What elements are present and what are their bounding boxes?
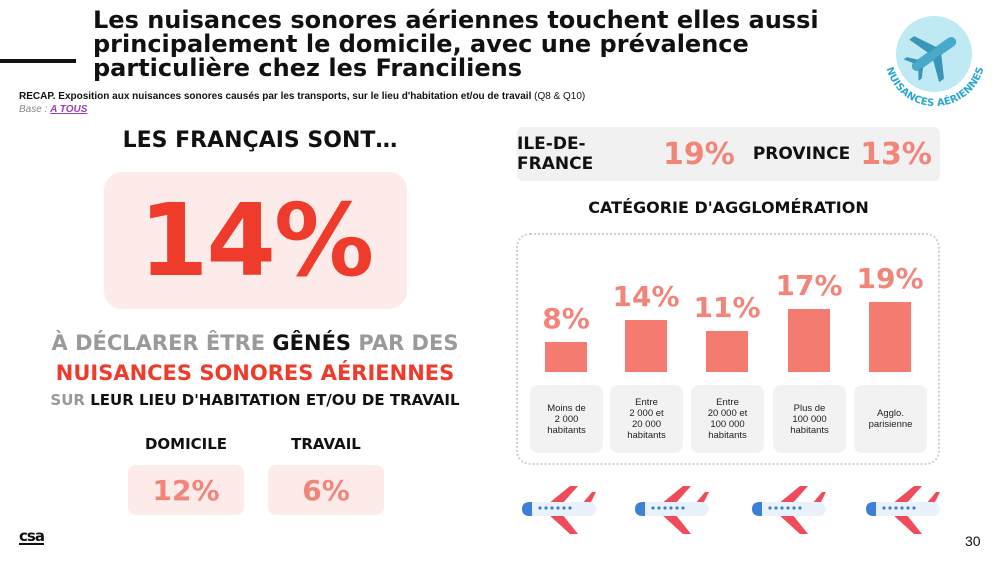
title-accent-bar <box>0 59 76 63</box>
statement-line-1: À DÉCLARER ÊTRE GÊNÉS PAR DES <box>20 331 490 355</box>
base-link[interactable]: A TOUS <box>50 104 88 115</box>
statement-1a: À DÉCLARER ÊTRE <box>51 331 266 355</box>
chart-bar <box>788 309 830 372</box>
agglo-chart-frame <box>516 233 940 465</box>
province-label: PROVINCE <box>752 144 851 164</box>
domicile-value: 12% <box>128 465 244 515</box>
page-title: Les nuisances sonores aériennes touchent… <box>93 6 819 82</box>
chart-value-label: 19% <box>856 262 924 295</box>
chart-value-label: 8% <box>542 302 590 335</box>
idf-value: 19% <box>663 136 735 172</box>
chart-value-label: 11% <box>693 291 761 324</box>
main-stat-value: 14% <box>138 182 374 299</box>
travail-label: TRAVAIL <box>291 435 361 453</box>
idf-label: ILE-DE-FRANCE <box>517 134 594 174</box>
nuisances-aeriennes-badge: NUISANCES AÉRIENNES <box>884 16 986 109</box>
subtitle: RECAP. Exposition aux nuisances sonores … <box>19 91 585 102</box>
page-number: 30 <box>965 533 981 549</box>
domicile-label: DOMICILE <box>144 435 228 453</box>
chart-value-label: 14% <box>612 280 680 313</box>
chart-bar <box>869 302 911 372</box>
travail-value: 6% <box>268 465 384 515</box>
section-heading: LES FRANÇAIS SONT… <box>122 128 398 153</box>
main-stat-box: 14% <box>104 172 407 309</box>
subtitle-text: RECAP. Exposition aux nuisances sonores … <box>19 91 532 102</box>
subtitle-ref: (Q8 & Q10) <box>534 91 586 102</box>
chart-category-label: Moins de 2 000 habitants <box>530 385 603 453</box>
chart-bar <box>706 331 748 372</box>
csa-logo: csa <box>19 527 45 545</box>
statement-1c: PAR DES <box>358 331 459 355</box>
statement-line-2: NUISANCES SONORES AÉRIENNES <box>55 361 455 385</box>
airplane-icon <box>635 486 709 534</box>
region-box: ILE-DE-FRANCE 19% PROVINCE 13% <box>517 127 940 181</box>
statement-1b: GÊNÉS <box>272 331 352 355</box>
airplane-icon <box>522 486 596 534</box>
statement-3b: LEUR LIEU D'HABITATION ET/OU DE TRAVAIL <box>90 391 460 409</box>
chart-bar <box>545 342 587 372</box>
airplane-icon <box>752 486 826 534</box>
agglo-title: CATÉGORIE D'AGGLOMÉRATION <box>588 198 869 217</box>
base-label: Base : <box>19 104 48 115</box>
airplane-icon <box>903 36 957 83</box>
chart-category-label: Agglo. parisienne <box>854 385 927 453</box>
chart-bar <box>625 320 667 372</box>
chart-category-label: Entre 2 000 et 20 000 habitants <box>610 385 683 453</box>
base-line: Base : A TOUS <box>19 104 87 115</box>
province-value: 13% <box>860 136 932 172</box>
statement-line-3: SUR LEUR LIEU D'HABITATION ET/OU DE TRAV… <box>20 391 490 409</box>
airplane-icon <box>866 486 940 534</box>
chart-value-label: 17% <box>775 269 843 302</box>
chart-category-label: Plus de 100 000 habitants <box>773 385 846 453</box>
chart-category-label: Entre 20 000 et 100 000 habitants <box>691 385 764 453</box>
statement-3a: SUR <box>50 391 85 409</box>
